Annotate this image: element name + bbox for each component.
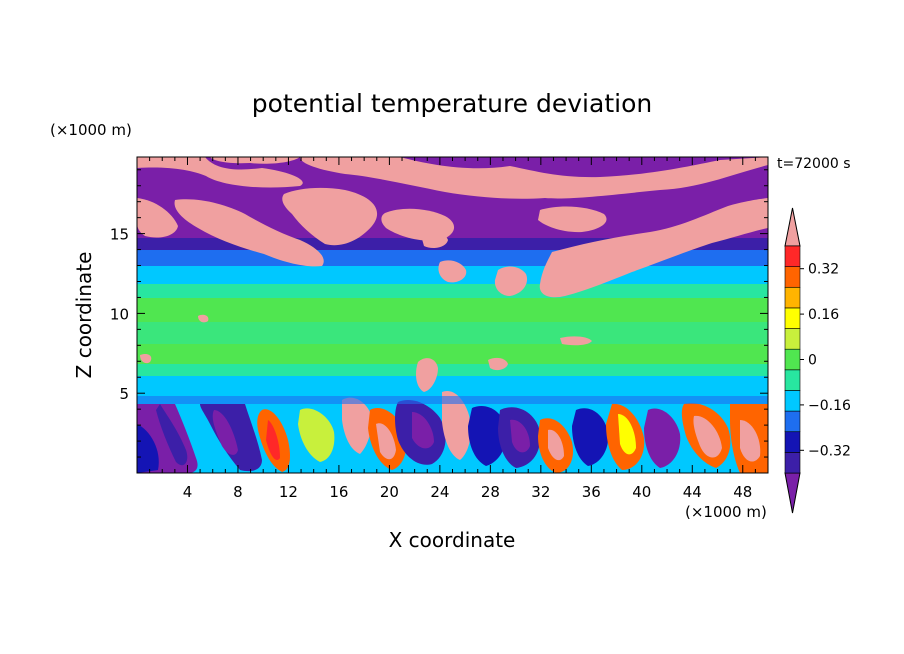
colorbar-box (784, 307, 801, 329)
colorbar-box (784, 390, 801, 412)
colorbar-tick-label: −0.32 (808, 443, 851, 459)
x-tick-label: 16 (329, 483, 348, 501)
time-label: t=72000 s (777, 156, 851, 172)
x-tick-label: 32 (531, 483, 550, 501)
upper-anomaly-k (438, 260, 467, 283)
y-tick-label: 15 (110, 226, 129, 244)
upper-teal-band (137, 284, 768, 300)
mid-anomaly-c (560, 336, 592, 346)
bl-cell-8 (442, 390, 471, 460)
x-tick-label: 44 (683, 483, 702, 501)
bl-cell-12 (572, 408, 609, 466)
x-unit-label: (×1000 m) (685, 503, 767, 521)
mid-anomaly-a (416, 358, 438, 392)
mid-anomaly-b (488, 357, 508, 371)
x-tick-label: 4 (183, 483, 193, 501)
bl-cell-13b (618, 414, 636, 455)
colorbar-box (784, 286, 801, 309)
upper-anomaly-d (282, 187, 378, 246)
mid-anomaly-e (140, 353, 152, 364)
x-tick-label: 20 (380, 483, 399, 501)
x-tick-label: 48 (733, 483, 752, 501)
colorbar-box (784, 266, 801, 288)
x-tick-label: 40 (632, 483, 651, 501)
bl-cell-15b (693, 415, 722, 458)
bl-top-edge (137, 396, 768, 404)
bl-cell-1b (156, 404, 188, 466)
upper-anomaly-i (539, 198, 768, 298)
x-axis-ticks: 4 8 12 16 20 24 28 32 36 40 44 48 (149, 157, 756, 501)
colorbar-box (784, 410, 801, 433)
upper-anomaly-c (210, 157, 300, 164)
colorbar-extend-low (784, 472, 801, 514)
colorbar-extend-high (784, 207, 801, 247)
upper-anomaly-e (137, 198, 178, 238)
bl-cell-5 (342, 397, 372, 454)
upper-anomaly-b (300, 157, 768, 199)
colorbar-tick-label: 0.32 (808, 262, 839, 278)
bl-cell-6b (376, 423, 396, 460)
contour-field (137, 157, 768, 473)
y-tick-label: 10 (110, 305, 129, 323)
x-tick-label: 12 (279, 483, 298, 501)
colorbar-box (784, 348, 801, 371)
x-tick-label: 24 (430, 483, 449, 501)
colorbar-box (784, 328, 801, 350)
upper-anomaly-l (420, 230, 448, 248)
y-axis-label: Z coordinate (72, 252, 96, 379)
y-tick-label: 5 (119, 385, 129, 403)
upper-anomaly-h (538, 206, 607, 233)
colorbar-tick-label: 0.16 (808, 307, 839, 323)
colorbar-tick-label: 0 (808, 353, 817, 369)
y-axis-ticks: 5 10 15 (110, 169, 768, 458)
upper-anomaly-j (494, 266, 528, 296)
colorbar-box (784, 369, 801, 391)
bl-cell-11b (548, 429, 564, 461)
upper-anomaly-a (137, 157, 303, 188)
bl-cell-2b (212, 410, 238, 455)
colorbar-box (784, 245, 801, 267)
bl-cell-10b (510, 419, 530, 453)
bl-cell-7b (412, 412, 434, 449)
x-axis-label: X coordinate (389, 528, 516, 552)
bl-cell-16b (740, 420, 761, 462)
colorbar: 0.32 0.16 0 −0.16 −0.32 (784, 207, 851, 514)
bl-cell-14 (644, 408, 681, 468)
mid-anomaly-d (198, 314, 209, 323)
bl-cell-9 (468, 406, 507, 466)
x-tick-label: 28 (481, 483, 500, 501)
lower-teal-band (137, 364, 768, 378)
colorbar-box (784, 452, 801, 474)
colorbar-tick-label: −0.16 (808, 398, 851, 414)
x-tick-label: 36 (582, 483, 601, 501)
upper-anomaly-f (174, 199, 324, 267)
mid-teal-streak (137, 322, 768, 344)
bl-cell-3b (266, 420, 280, 460)
colorbar-box (784, 431, 801, 453)
bl-cell-1c (137, 424, 159, 473)
chart-title: potential temperature deviation (252, 89, 652, 118)
x-tick-label: 8 (233, 483, 243, 501)
bl-cell-4 (298, 408, 335, 462)
y-unit-label: (×1000 m) (50, 121, 132, 139)
